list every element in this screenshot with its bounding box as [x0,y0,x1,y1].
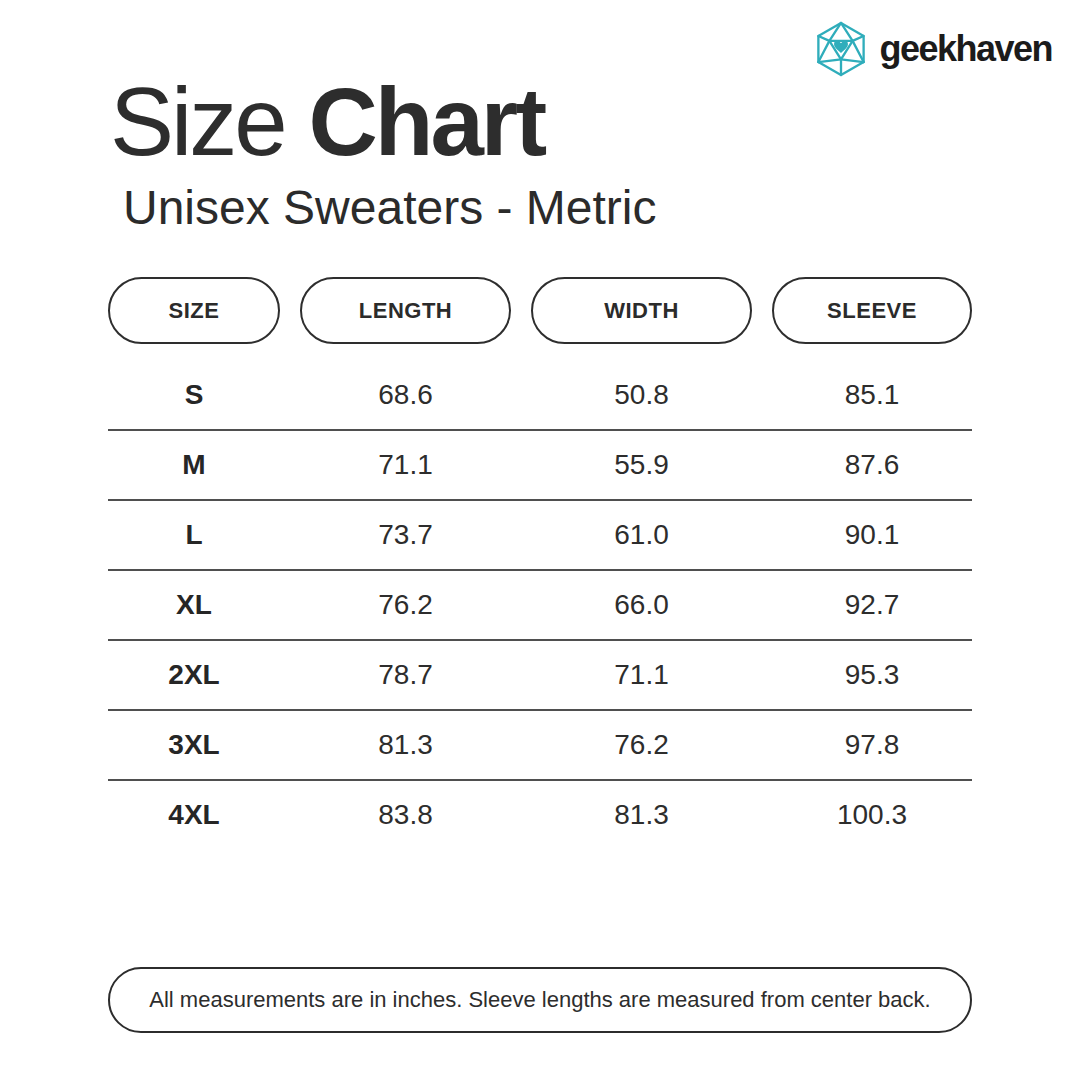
table-row: 4XL 83.8 81.3 100.3 [108,781,972,849]
table-row: L 73.7 61.0 90.1 [108,501,972,571]
measurement-value: 68.6 [300,379,511,411]
brand-logo: geekhaven [812,18,1052,80]
measurement-value: 81.3 [531,799,752,831]
measurement-value: 100.3 [772,799,972,831]
table-row: S 68.6 50.8 85.1 [108,361,972,431]
measurement-value: 73.7 [300,519,511,551]
page-title: Size Chart [110,74,544,170]
size-label: L [108,519,280,551]
measurement-value: 61.0 [531,519,752,551]
size-label: S [108,379,280,411]
column-header-width: WIDTH [531,277,752,344]
table-row: XL 76.2 66.0 92.7 [108,571,972,641]
measurement-value: 76.2 [300,589,511,621]
measurement-value: 92.7 [772,589,972,621]
table-row: 3XL 81.3 76.2 97.8 [108,711,972,781]
measurement-value: 85.1 [772,379,972,411]
page-title-regular: Size [110,68,285,175]
size-table: SIZE LENGTH WIDTH SLEEVE S 68.6 50.8 85.1 M 71.1… [108,277,972,849]
measurement-value: 87.6 [772,449,972,481]
brand-name: geekhaven [879,28,1052,70]
page-subtitle: Unisex Sweaters - Metric [123,184,656,232]
size-chart-page: geekhaven Size Chart Unisex Sweaters - M… [0,0,1080,1080]
column-header-sleeve: SLEEVE [772,277,972,344]
table-body: S 68.6 50.8 85.1 M 71.1 55.9 87.6 L 73.7 61.0 90.1 X… [108,361,972,849]
measurement-value: 83.8 [300,799,511,831]
table-header-row: SIZE LENGTH WIDTH SLEEVE [108,277,972,344]
column-header-size: SIZE [108,277,280,344]
measurement-value: 90.1 [772,519,972,551]
d20-heart-icon [812,18,870,80]
size-label: 2XL [108,659,280,691]
measurement-note-text: All measurements are in inches. Sleeve l… [149,987,930,1013]
measurement-value: 81.3 [300,729,511,761]
size-label: 4XL [108,799,280,831]
measurement-value: 97.8 [772,729,972,761]
size-label: 3XL [108,729,280,761]
table-row: M 71.1 55.9 87.6 [108,431,972,501]
size-label: XL [108,589,280,621]
measurement-note: All measurements are in inches. Sleeve l… [108,967,972,1033]
measurement-value: 71.1 [531,659,752,691]
measurement-value: 50.8 [531,379,752,411]
size-label: M [108,449,280,481]
measurement-value: 95.3 [772,659,972,691]
measurement-value: 76.2 [531,729,752,761]
measurement-value: 71.1 [300,449,511,481]
page-title-bold: Chart [308,68,544,175]
measurement-value: 66.0 [531,589,752,621]
measurement-value: 78.7 [300,659,511,691]
table-row: 2XL 78.7 71.1 95.3 [108,641,972,711]
column-header-length: LENGTH [300,277,511,344]
measurement-value: 55.9 [531,449,752,481]
